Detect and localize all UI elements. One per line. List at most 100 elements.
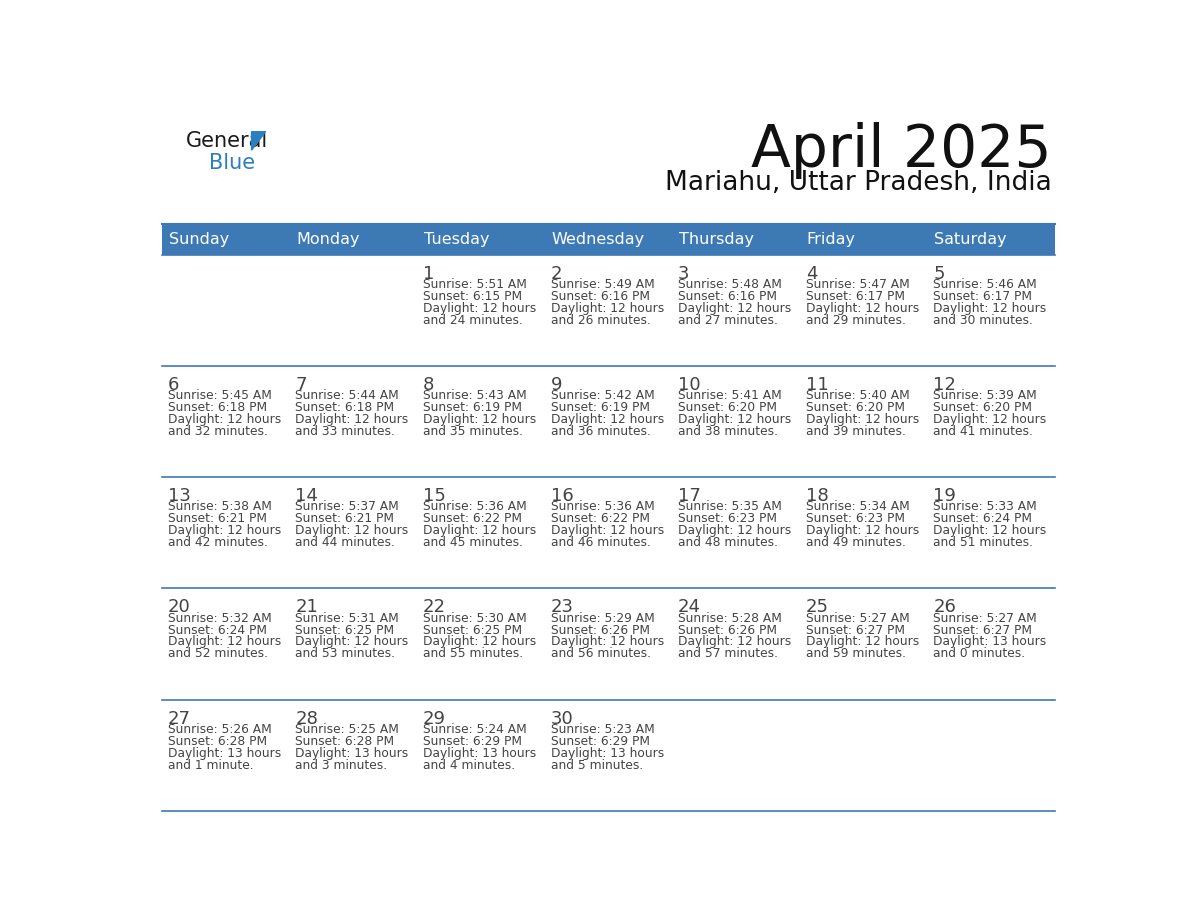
Bar bbox=[290, 255, 417, 366]
Text: and 33 minutes.: and 33 minutes. bbox=[296, 425, 396, 438]
Text: and 4 minutes.: and 4 minutes. bbox=[423, 758, 516, 771]
Text: Sunrise: 5:34 AM: Sunrise: 5:34 AM bbox=[805, 500, 909, 513]
Text: 25: 25 bbox=[805, 599, 828, 617]
Text: 30: 30 bbox=[550, 710, 574, 728]
Text: 28: 28 bbox=[296, 710, 318, 728]
Text: Daylight: 12 hours: Daylight: 12 hours bbox=[550, 413, 664, 426]
Text: Daylight: 12 hours: Daylight: 12 hours bbox=[296, 635, 409, 648]
Text: Sunset: 6:26 PM: Sunset: 6:26 PM bbox=[678, 623, 777, 636]
Text: Sunrise: 5:48 AM: Sunrise: 5:48 AM bbox=[678, 278, 782, 291]
Text: Sunrise: 5:27 AM: Sunrise: 5:27 AM bbox=[805, 611, 909, 624]
Text: Daylight: 13 hours: Daylight: 13 hours bbox=[423, 746, 536, 759]
Text: 15: 15 bbox=[423, 487, 446, 505]
Text: Sunrise: 5:27 AM: Sunrise: 5:27 AM bbox=[933, 611, 1037, 624]
Bar bbox=[928, 477, 1055, 588]
Text: 12: 12 bbox=[933, 376, 956, 394]
Text: Sunset: 6:20 PM: Sunset: 6:20 PM bbox=[678, 401, 777, 414]
Text: 10: 10 bbox=[678, 376, 701, 394]
Text: Daylight: 13 hours: Daylight: 13 hours bbox=[168, 746, 282, 759]
Text: 19: 19 bbox=[933, 487, 956, 505]
Bar bbox=[290, 224, 417, 255]
Text: and 24 minutes.: and 24 minutes. bbox=[423, 314, 523, 327]
Bar bbox=[545, 366, 672, 477]
Bar bbox=[545, 255, 672, 366]
Text: and 0 minutes.: and 0 minutes. bbox=[933, 647, 1025, 660]
Text: Daylight: 12 hours: Daylight: 12 hours bbox=[933, 302, 1047, 315]
Text: Sunset: 6:19 PM: Sunset: 6:19 PM bbox=[550, 401, 650, 414]
Text: Sunrise: 5:51 AM: Sunrise: 5:51 AM bbox=[423, 278, 526, 291]
Bar bbox=[801, 700, 928, 811]
Text: Daylight: 12 hours: Daylight: 12 hours bbox=[678, 635, 791, 648]
Bar bbox=[928, 366, 1055, 477]
Text: Daylight: 12 hours: Daylight: 12 hours bbox=[168, 524, 282, 537]
Bar bbox=[163, 366, 290, 477]
Text: and 27 minutes.: and 27 minutes. bbox=[678, 314, 778, 327]
Text: Daylight: 12 hours: Daylight: 12 hours bbox=[168, 635, 282, 648]
Text: Daylight: 12 hours: Daylight: 12 hours bbox=[678, 302, 791, 315]
Bar bbox=[290, 477, 417, 588]
Bar bbox=[417, 588, 545, 700]
Text: 4: 4 bbox=[805, 265, 817, 283]
Bar bbox=[545, 224, 672, 255]
Text: Sunset: 6:21 PM: Sunset: 6:21 PM bbox=[168, 512, 267, 525]
Text: Daylight: 12 hours: Daylight: 12 hours bbox=[423, 413, 536, 426]
Text: Sunrise: 5:46 AM: Sunrise: 5:46 AM bbox=[933, 278, 1037, 291]
Text: and 29 minutes.: and 29 minutes. bbox=[805, 314, 905, 327]
Text: Daylight: 12 hours: Daylight: 12 hours bbox=[423, 302, 536, 315]
Text: Daylight: 12 hours: Daylight: 12 hours bbox=[550, 524, 664, 537]
Text: and 46 minutes.: and 46 minutes. bbox=[550, 536, 650, 549]
Text: and 59 minutes.: and 59 minutes. bbox=[805, 647, 905, 660]
Text: and 30 minutes.: and 30 minutes. bbox=[933, 314, 1034, 327]
Bar bbox=[163, 477, 290, 588]
Bar bbox=[928, 224, 1055, 255]
Bar bbox=[672, 700, 801, 811]
Text: 21: 21 bbox=[296, 599, 318, 617]
Text: Sunset: 6:25 PM: Sunset: 6:25 PM bbox=[296, 623, 394, 636]
Text: Sunset: 6:29 PM: Sunset: 6:29 PM bbox=[423, 734, 522, 747]
Text: Sunrise: 5:28 AM: Sunrise: 5:28 AM bbox=[678, 611, 782, 624]
Polygon shape bbox=[252, 131, 266, 151]
Text: Sunset: 6:29 PM: Sunset: 6:29 PM bbox=[550, 734, 650, 747]
Text: Daylight: 12 hours: Daylight: 12 hours bbox=[550, 302, 664, 315]
Bar bbox=[163, 588, 290, 700]
Text: Sunrise: 5:36 AM: Sunrise: 5:36 AM bbox=[550, 500, 655, 513]
Bar bbox=[417, 255, 545, 366]
Text: Sunset: 6:25 PM: Sunset: 6:25 PM bbox=[423, 623, 522, 636]
Text: and 3 minutes.: and 3 minutes. bbox=[296, 758, 387, 771]
Text: 11: 11 bbox=[805, 376, 828, 394]
Text: Sunset: 6:22 PM: Sunset: 6:22 PM bbox=[550, 512, 650, 525]
Text: Sunrise: 5:44 AM: Sunrise: 5:44 AM bbox=[296, 389, 399, 402]
Text: 14: 14 bbox=[296, 487, 318, 505]
Text: Sunset: 6:23 PM: Sunset: 6:23 PM bbox=[805, 512, 904, 525]
Text: 2: 2 bbox=[550, 265, 562, 283]
Bar bbox=[417, 224, 545, 255]
Text: 9: 9 bbox=[550, 376, 562, 394]
Text: Sunrise: 5:37 AM: Sunrise: 5:37 AM bbox=[296, 500, 399, 513]
Text: 24: 24 bbox=[678, 599, 701, 617]
Text: Daylight: 12 hours: Daylight: 12 hours bbox=[805, 524, 918, 537]
Text: General: General bbox=[185, 131, 268, 151]
Text: 27: 27 bbox=[168, 710, 191, 728]
Text: Sunrise: 5:41 AM: Sunrise: 5:41 AM bbox=[678, 389, 782, 402]
Bar bbox=[417, 366, 545, 477]
Text: Sunrise: 5:23 AM: Sunrise: 5:23 AM bbox=[550, 722, 655, 735]
Text: and 1 minute.: and 1 minute. bbox=[168, 758, 253, 771]
Bar bbox=[417, 477, 545, 588]
Text: and 52 minutes.: and 52 minutes. bbox=[168, 647, 267, 660]
Bar bbox=[672, 255, 801, 366]
Text: Mariahu, Uttar Pradesh, India: Mariahu, Uttar Pradesh, India bbox=[664, 170, 1051, 196]
Bar bbox=[801, 366, 928, 477]
Text: Sunrise: 5:45 AM: Sunrise: 5:45 AM bbox=[168, 389, 272, 402]
Text: 13: 13 bbox=[168, 487, 191, 505]
Bar bbox=[163, 224, 290, 255]
Text: Thursday: Thursday bbox=[678, 232, 754, 247]
Text: Sunrise: 5:43 AM: Sunrise: 5:43 AM bbox=[423, 389, 526, 402]
Text: 3: 3 bbox=[678, 265, 689, 283]
Text: Sunrise: 5:32 AM: Sunrise: 5:32 AM bbox=[168, 611, 272, 624]
Text: 16: 16 bbox=[550, 487, 574, 505]
Text: Daylight: 12 hours: Daylight: 12 hours bbox=[805, 302, 918, 315]
Text: Daylight: 12 hours: Daylight: 12 hours bbox=[550, 635, 664, 648]
Bar bbox=[290, 588, 417, 700]
Text: Sunrise: 5:36 AM: Sunrise: 5:36 AM bbox=[423, 500, 526, 513]
Text: Sunset: 6:23 PM: Sunset: 6:23 PM bbox=[678, 512, 777, 525]
